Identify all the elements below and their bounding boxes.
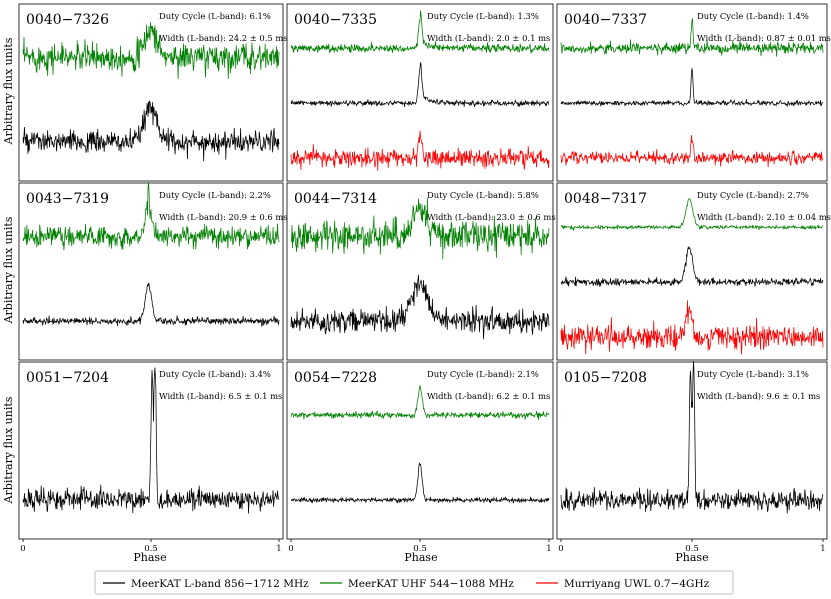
- profile-line-uhf: [560, 17, 824, 57]
- profile-line-l: [290, 62, 550, 108]
- panel-2: 0040−7335 Duty Cycle (L-band): 1.3% Width …: [286, 3, 554, 182]
- width-label: Width (L-band): 9.6 ± 0.1 ms: [697, 391, 820, 401]
- width-label: Width (L-band): 6.2 ± 0.1 ms: [427, 391, 550, 401]
- legend: MeerKAT L-band 856−1712 MHz MeerKAT UHF 5…: [94, 570, 734, 595]
- x-tick-label: 0.5: [685, 544, 699, 554]
- width-label: Width (L-band): 6.5 ± 0.1 ms: [159, 391, 282, 401]
- x-tick-label: 0: [20, 544, 25, 554]
- duty-cycle-label: Duty Cycle (L-band): 2.1%: [427, 369, 539, 379]
- profile-line-l: [22, 100, 280, 162]
- panel-frame: [18, 182, 284, 361]
- panel-frame: [286, 3, 554, 182]
- profile-line-l: [22, 282, 280, 328]
- panel-frame: [556, 182, 828, 361]
- panel-1: 0040−7326 Duty Cycle (L-band): 6.1% Width …: [18, 3, 288, 182]
- pulsar-name: 0054−7228: [294, 370, 377, 386]
- panel-8: 0054−7228 Duty Cycle (L-band): 2.1% Width …: [286, 361, 554, 554]
- duty-cycle-label: Duty Cycle (L-band): 3.4%: [159, 369, 271, 379]
- duty-cycle-label: Duty Cycle (L-band): 2.2%: [159, 190, 271, 200]
- panel-grid: 0040−7326 Duty Cycle (L-band): 6.1% Width …: [18, 3, 831, 554]
- panel-frame: [18, 361, 284, 540]
- y-axis-label-row-1: Arbitrary flux units: [2, 37, 15, 145]
- profile-line-uhf: [22, 182, 280, 251]
- profile-line-l: [291, 462, 550, 504]
- pulsar-name: 0048−7317: [564, 191, 647, 207]
- panel-frame: [556, 3, 828, 182]
- pulsar-name: 0044−7314: [294, 191, 377, 207]
- panel-7: 0051−7204 Duty Cycle (L-band): 3.4% Width …: [18, 361, 284, 554]
- profile-line-uwl: [560, 135, 824, 168]
- pulsar-name: 0040−7335: [294, 12, 377, 28]
- profile-line-uhf: [290, 10, 550, 54]
- x-tick-label: 1: [546, 544, 551, 554]
- duty-cycle-label: Duty Cycle (L-band): 3.1%: [697, 369, 809, 379]
- legend-frame: [94, 570, 734, 595]
- width-label: Width (L-band): 20.9 ± 0.6 ms: [159, 212, 288, 222]
- panel-4: 0043−7319 Duty Cycle (L-band): 2.2% Width …: [18, 182, 288, 361]
- width-label: Width (L-band): 23.0 ± 0.6 ms: [427, 212, 556, 222]
- width-label: Width (L-band): 0.87 ± 0.01 ms: [697, 33, 831, 43]
- y-axis-label-row-3: Arbitrary flux units: [2, 396, 15, 504]
- pulsar-name: 0051−7204: [26, 370, 109, 386]
- profile-line-uwl: [560, 300, 824, 355]
- profile-line-l: [22, 367, 280, 514]
- profile-line-uhf: [290, 385, 550, 420]
- duty-cycle-label: Duty Cycle (L-band): 5.8%: [427, 190, 539, 200]
- profile-line-l: [560, 360, 824, 514]
- legend-entry: Murriyang UWL 0.7−4GHz: [564, 578, 710, 590]
- x-tick-label: 0: [288, 544, 293, 554]
- duty-cycle-label: Duty Cycle (L-band): 2.7%: [697, 190, 809, 200]
- x-axis-label-col-3: Phase: [675, 551, 708, 564]
- pulsar-name: 0105−7208: [564, 370, 647, 386]
- pulsar-name: 0040−7326: [26, 12, 109, 28]
- x-axis-label-col-2: Phase: [404, 551, 437, 564]
- panel-frame: [286, 361, 554, 540]
- y-axis-labels: Arbitrary flux units Arbitrary flux unit…: [2, 37, 15, 504]
- y-axis-label-row-2: Arbitrary flux units: [2, 216, 15, 324]
- x-tick-label: 0: [558, 544, 563, 554]
- x-tick-label: 1: [820, 544, 825, 554]
- x-tick-label: 0.5: [413, 544, 427, 554]
- x-axis-labels: Phase Phase Phase: [133, 551, 708, 564]
- legend-entry: MeerKAT UHF 544−1088 MHz: [348, 578, 514, 590]
- profile-line-uhf: [290, 198, 550, 260]
- panel-frame: [286, 182, 554, 361]
- x-tick-label: 0.5: [144, 544, 158, 554]
- panel-9: 0105−7208 Duty Cycle (L-band): 3.1% Width …: [556, 360, 828, 554]
- profile-line-l: [290, 274, 550, 340]
- panel-frame: [556, 361, 828, 540]
- panel-6: 0048−7317 Duty Cycle (L-band): 2.7% Width …: [556, 182, 831, 361]
- profile-line-l: [560, 246, 824, 287]
- duty-cycle-label: Duty Cycle (L-band): 6.1%: [159, 11, 271, 21]
- duty-cycle-label: Duty Cycle (L-band): 1.3%: [427, 11, 539, 21]
- width-label: Width (L-band): 2.0 ± 0.1 ms: [427, 33, 550, 43]
- panel-5: 0044−7314 Duty Cycle (L-band): 5.8% Width …: [286, 182, 556, 361]
- profile-line-uwl: [290, 130, 550, 171]
- legend-entry: MeerKAT L-band 856−1712 MHz: [131, 578, 309, 590]
- duty-cycle-label: Duty Cycle (L-band): 1.4%: [697, 11, 809, 21]
- x-axis-label-col-1: Phase: [133, 551, 166, 564]
- panel-3: 0040−7337 Duty Cycle (L-band): 1.4% Width …: [556, 3, 831, 182]
- profile-line-uhf: [22, 22, 280, 80]
- width-label: Width (L-band): 2.10 ± 0.04 ms: [697, 212, 831, 222]
- profile-line-l: [560, 68, 824, 108]
- profile-line-uhf: [560, 198, 824, 231]
- pulsar-name: 0043−7319: [26, 191, 109, 207]
- x-tick-label: 1: [276, 544, 281, 554]
- pulsar-name: 0040−7337: [564, 12, 647, 28]
- panel-frame: [18, 3, 284, 182]
- width-label: Width (L-band): 24.2 ± 0.5 ms: [159, 33, 288, 43]
